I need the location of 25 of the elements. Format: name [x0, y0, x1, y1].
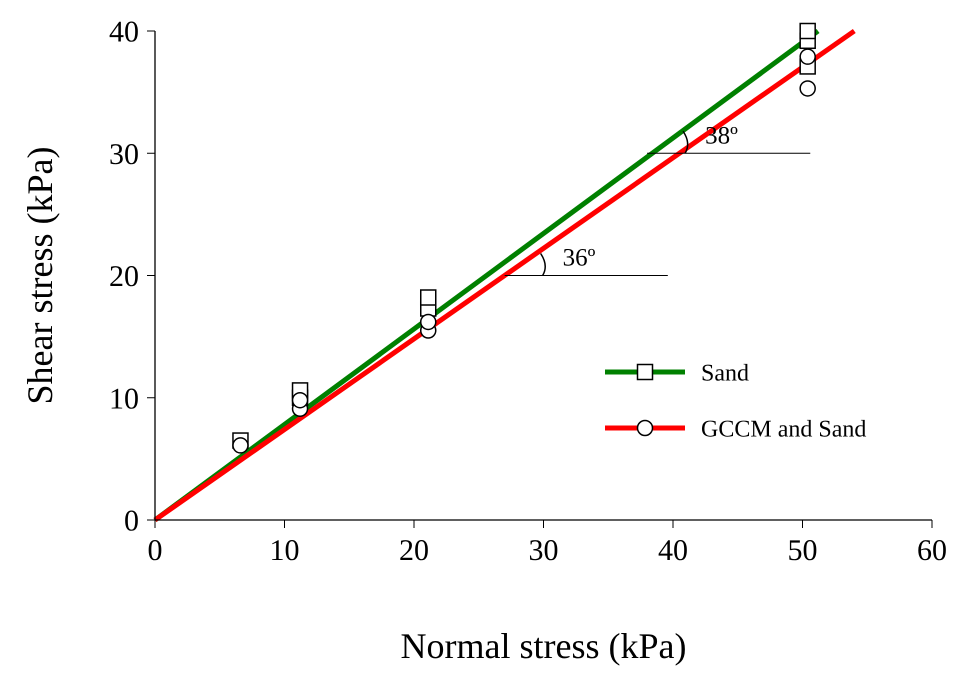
- y-tick-label: 0: [124, 504, 139, 538]
- legend-label: Sand: [701, 360, 749, 386]
- legend-label: GCCM and Sand: [701, 416, 866, 442]
- x-tick-label: 30: [528, 534, 558, 567]
- point: [420, 289, 436, 306]
- x-tick-label: 60: [917, 534, 947, 567]
- point: [799, 80, 816, 97]
- y-tick-label: 30: [109, 138, 139, 171]
- point: [420, 314, 436, 330]
- point: [232, 437, 249, 454]
- x-tick-label: 50: [788, 534, 818, 567]
- x-axis-title: Normal stress (kPa): [400, 626, 686, 666]
- point: [799, 22, 816, 40]
- point: [799, 48, 816, 65]
- x-tick-label: 0: [148, 534, 162, 567]
- annotation: 36º: [562, 244, 596, 272]
- x-tick-label: 20: [399, 534, 429, 567]
- point: [292, 392, 308, 408]
- y-tick-label: 10: [109, 382, 139, 416]
- y-tick-label: 40: [109, 16, 139, 48]
- annotation: 38º: [705, 122, 738, 150]
- y-axis-title: Shear stress (kPa): [20, 146, 60, 404]
- y-tick-label: 20: [109, 260, 139, 293]
- x-tick-label: 10: [270, 534, 300, 567]
- x-tick-label: 40: [658, 534, 688, 567]
